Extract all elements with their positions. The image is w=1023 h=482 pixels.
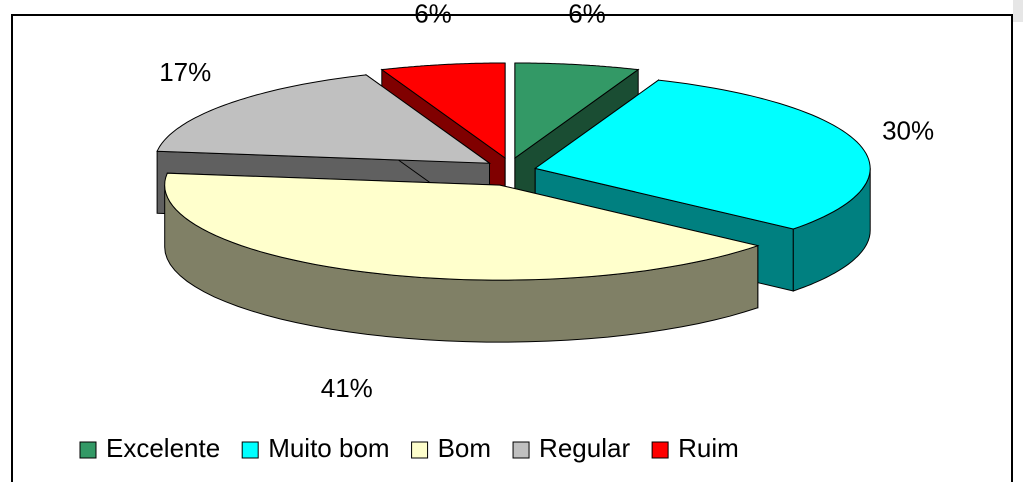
legend: Excelente Muito bom Bom Regular Ruim <box>79 433 739 463</box>
legend-label: Excelente <box>106 433 220 463</box>
data-label: 41% <box>321 373 373 403</box>
slice-top <box>164 172 760 281</box>
slice-top <box>156 74 492 164</box>
legend-swatch <box>512 441 530 459</box>
slice-top <box>514 62 640 159</box>
legend-swatch <box>651 441 669 459</box>
legend-swatch <box>79 441 97 459</box>
slice-top <box>380 62 506 159</box>
data-label: 30% <box>882 115 934 145</box>
legend-swatch <box>411 441 429 459</box>
pie <box>156 62 871 343</box>
slice <box>164 172 760 343</box>
legend-swatch <box>241 441 259 459</box>
scroll-strip <box>1013 0 1023 22</box>
legend-label: Bom <box>438 433 491 463</box>
legend-label: Regular <box>539 433 630 463</box>
legend-label: Ruim <box>678 433 739 463</box>
data-label: 6% <box>568 0 606 28</box>
slice-top <box>534 79 871 230</box>
data-label: 17% <box>159 57 211 87</box>
data-label: 6% <box>414 0 452 28</box>
labels: 6% 30% 41% 17% 6% <box>159 0 934 403</box>
legend-label: Muito bom <box>268 433 389 463</box>
